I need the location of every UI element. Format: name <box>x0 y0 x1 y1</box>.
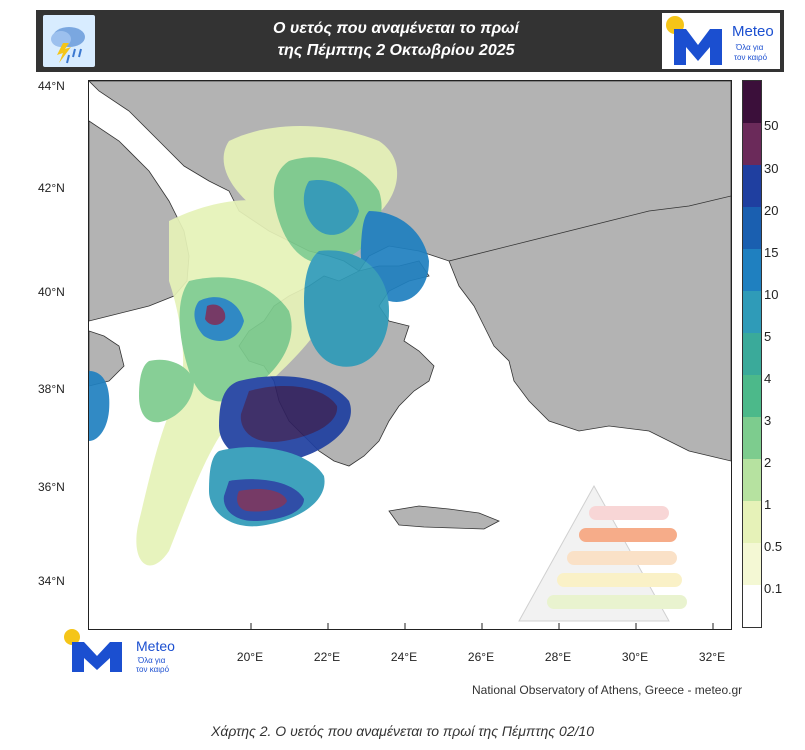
meteo-logo-footer-mark <box>64 629 122 672</box>
colorbar-label-5: 5 <box>764 329 772 344</box>
lon-label-22: 22°E <box>313 650 341 664</box>
map-title: Ο υετός που αναμένεται το πρωί της Πέμπτ… <box>166 18 626 62</box>
colorbar-seg-5 <box>743 291 761 333</box>
meteo-logo-footer: Meteo Όλα για τον καιρό <box>62 628 192 676</box>
lon-label-28: 28°E <box>544 650 572 664</box>
lat-label-42: 42°N <box>38 181 65 195</box>
colorbar-label-0-5: 0.5 <box>764 539 783 554</box>
colorbar-label-10: 10 <box>764 287 779 302</box>
lon-label-20: 20°E <box>236 650 264 664</box>
precipitation-map <box>88 80 732 630</box>
meteo-logo-header: Meteo Όλα για τον καιρό <box>662 13 780 69</box>
axis-ticks <box>250 623 714 629</box>
map-title-line2: της Πέμπτης 2 Οκτωβρίου 2025 <box>277 42 515 59</box>
colorbar-seg-3 <box>743 375 761 417</box>
footer-logo-tagline-2: τον καιρό <box>136 665 170 674</box>
colorbar-label-0-1: 0.1 <box>764 581 783 596</box>
precipitation-layer <box>89 126 429 566</box>
colorbar-label-30: 30 <box>764 161 779 176</box>
colorbar-seg-05 <box>743 501 761 543</box>
map-header: Ο υετός που αναμένεται το πρωί της Πέμπτ… <box>36 10 784 72</box>
colorbar-label-4: 4 <box>764 371 772 386</box>
map-canvas <box>89 81 731 629</box>
map-title-line1: Ο υετός που αναμένεται το πρωί <box>273 20 519 37</box>
colorbar-seg-20 <box>743 165 761 207</box>
colorbar-seg-30 <box>743 123 761 165</box>
figure-caption: Χάρτης 2. Ο υετός που αναμένεται το πρωί… <box>211 723 594 739</box>
logo-tagline-2: τον καιρό <box>734 53 768 62</box>
lat-label-40: 40°N <box>38 285 65 299</box>
colorbar-label-1: 1 <box>764 497 772 512</box>
footer-logo-tagline-1: Όλα για <box>138 656 166 665</box>
colorbar-label-2: 2 <box>764 455 772 470</box>
colorbar-seg-10 <box>743 249 761 291</box>
rain-cloud-lightning-icon <box>43 15 95 67</box>
lat-label-38: 38°N <box>38 382 65 396</box>
lon-label-32: 32°E <box>698 650 726 664</box>
lon-label-24: 24°E <box>390 650 418 664</box>
colorbar-seg-1 <box>743 459 761 501</box>
colorbar-seg-0 <box>743 585 761 627</box>
lat-label-44: 44°N <box>38 79 65 93</box>
colorbar-label-20: 20 <box>764 203 779 218</box>
lat-label-34: 34°N <box>38 574 65 588</box>
colorbar-seg-4 <box>743 333 761 375</box>
meteo-logo-mark <box>666 16 722 65</box>
colorbar-seg-15 <box>743 207 761 249</box>
warning-scale-graphic <box>518 484 687 622</box>
logo-tagline-1: Όλα για <box>736 43 764 52</box>
lon-label-30: 30°E <box>621 650 649 664</box>
logo-name: Meteo <box>732 23 774 40</box>
colorbar-label-15: 15 <box>764 245 779 260</box>
credit-text: National Observatory of Athens, Greece -… <box>472 683 743 697</box>
lat-label-36: 36°N <box>38 480 65 494</box>
colorbar-label-3: 3 <box>764 413 772 428</box>
colorbar-seg-2 <box>743 417 761 459</box>
colorbar-label-50: 50 <box>764 118 779 133</box>
colorbar-seg-01 <box>743 543 761 585</box>
colorbar <box>742 80 762 628</box>
colorbar-seg-50plus <box>743 81 761 123</box>
lon-label-26: 26°E <box>467 650 495 664</box>
footer-logo-name: Meteo <box>136 638 175 654</box>
